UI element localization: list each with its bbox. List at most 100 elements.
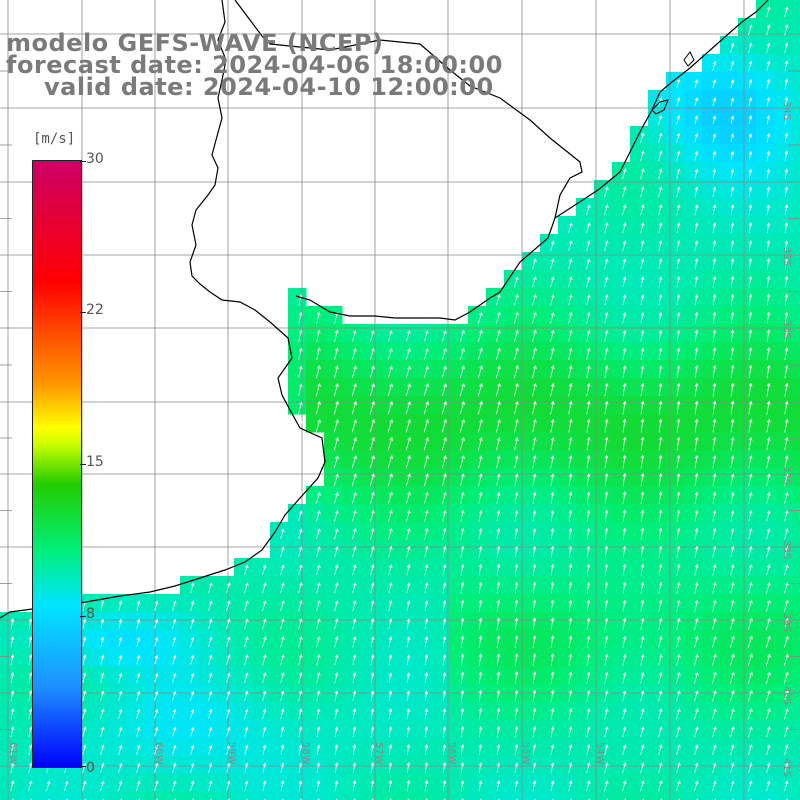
wind-arrow <box>100 780 105 791</box>
wind-arrow <box>622 329 627 342</box>
wind-arrow <box>532 436 537 451</box>
wind-arrow <box>478 509 483 522</box>
wind-speed-cell <box>738 324 757 343</box>
wind-speed-cell <box>198 666 217 685</box>
wind-arrow <box>622 563 627 576</box>
wind-speed-cell <box>540 756 559 775</box>
wind-speed-cell <box>738 36 757 55</box>
wind-arrow <box>622 347 627 360</box>
wind-arrow <box>747 635 753 648</box>
wind-arrow <box>352 509 357 522</box>
wind-arrow <box>550 599 555 612</box>
wind-arrow <box>766 546 771 558</box>
wind-arrow <box>694 222 699 234</box>
wind-arrow <box>748 150 753 161</box>
wind-arrow <box>334 527 339 540</box>
wind-speed-cell <box>468 612 487 631</box>
wind-speed-cell <box>360 648 379 667</box>
wind-speed-cell <box>306 756 325 775</box>
wind-arrow <box>406 744 411 756</box>
wind-arrow <box>712 60 717 71</box>
wind-speed-cell <box>468 396 487 415</box>
wind-arrow <box>694 473 699 487</box>
wind-speed-cell <box>306 702 325 721</box>
wind-arrow <box>406 618 411 630</box>
wind-speed-cell <box>396 468 415 487</box>
wind-speed-cell <box>756 360 775 379</box>
wind-arrow <box>244 726 249 737</box>
wind-arrow <box>712 418 717 433</box>
wind-speed-cell <box>396 486 415 505</box>
wind-speed-cell <box>720 432 739 451</box>
wind-arrow <box>676 708 681 720</box>
wind-speed-cell <box>720 594 739 613</box>
wind-speed-cell <box>792 216 800 235</box>
wind-speed-cell <box>684 72 703 91</box>
wind-arrow <box>262 582 267 594</box>
wind-speed-cell <box>756 216 775 235</box>
wind-arrow <box>442 636 447 648</box>
wind-arrow <box>334 744 339 756</box>
wind-arrow <box>317 798 320 800</box>
wind-speed-cell <box>666 720 685 739</box>
wind-arrow <box>748 240 753 252</box>
wind-speed-cell <box>558 414 577 433</box>
wind-speed-cell <box>702 756 721 775</box>
wind-speed-cell <box>576 738 595 757</box>
wind-arrow <box>640 509 645 522</box>
wind-arrow <box>82 654 87 665</box>
wind-arrow <box>784 762 789 774</box>
wind-speed-cell <box>666 486 685 505</box>
wind-speed-cell <box>126 720 145 739</box>
wind-arrow <box>118 762 123 773</box>
wind-speed-cell <box>540 576 559 595</box>
wind-speed-cell <box>612 342 631 361</box>
wind-arrow <box>622 258 627 270</box>
wind-speed-cell <box>594 504 613 523</box>
wind-arrow <box>676 365 681 379</box>
wind-speed-cell <box>432 756 451 775</box>
wind-arrow <box>748 726 753 738</box>
wind-speed-cell <box>360 486 379 505</box>
wind-speed-cell <box>576 504 595 523</box>
wind-speed-cell <box>324 558 343 577</box>
wind-arrow <box>712 347 717 361</box>
wind-speed-cell <box>702 324 721 343</box>
wind-arrow <box>694 671 699 684</box>
wind-arrow <box>658 276 663 288</box>
wind-arrow <box>532 527 537 540</box>
wind-speed-cell <box>450 396 469 415</box>
wind-arrow <box>190 582 195 594</box>
wind-speed-cell <box>558 792 577 800</box>
wind-speed-cell <box>342 432 361 451</box>
wind-arrow <box>658 186 663 198</box>
wind-arrow <box>676 726 681 738</box>
wind-speed-cell <box>540 270 559 289</box>
wind-arrow <box>136 708 141 719</box>
wind-speed-cell <box>774 108 793 127</box>
wind-arrow <box>748 42 753 53</box>
wind-arrow <box>406 563 411 576</box>
wind-arrow <box>676 382 681 397</box>
wind-arrow <box>244 708 249 719</box>
wind-arrow <box>298 653 303 666</box>
wind-speed-cell <box>522 504 541 523</box>
wind-speed-cell <box>720 666 739 685</box>
latitude-label: 36S <box>781 320 792 339</box>
wind-arrow <box>333 437 339 451</box>
wind-speed-cell <box>576 216 595 235</box>
wind-arrow <box>622 635 627 648</box>
wind-arrow <box>244 654 249 666</box>
wind-arrow <box>550 689 555 702</box>
wind-arrow <box>514 780 519 791</box>
wind-speed-cell <box>468 324 487 343</box>
wind-speed-cell <box>720 738 739 757</box>
wind-arrow <box>658 294 663 306</box>
wind-arrow <box>405 454 411 469</box>
wind-arrow <box>604 186 609 198</box>
wind-arrow <box>568 780 573 792</box>
wind-speed-cell <box>684 720 703 739</box>
wind-speed-cell <box>180 756 199 775</box>
wind-speed-cell <box>450 522 469 541</box>
wind-arrow <box>766 510 771 522</box>
